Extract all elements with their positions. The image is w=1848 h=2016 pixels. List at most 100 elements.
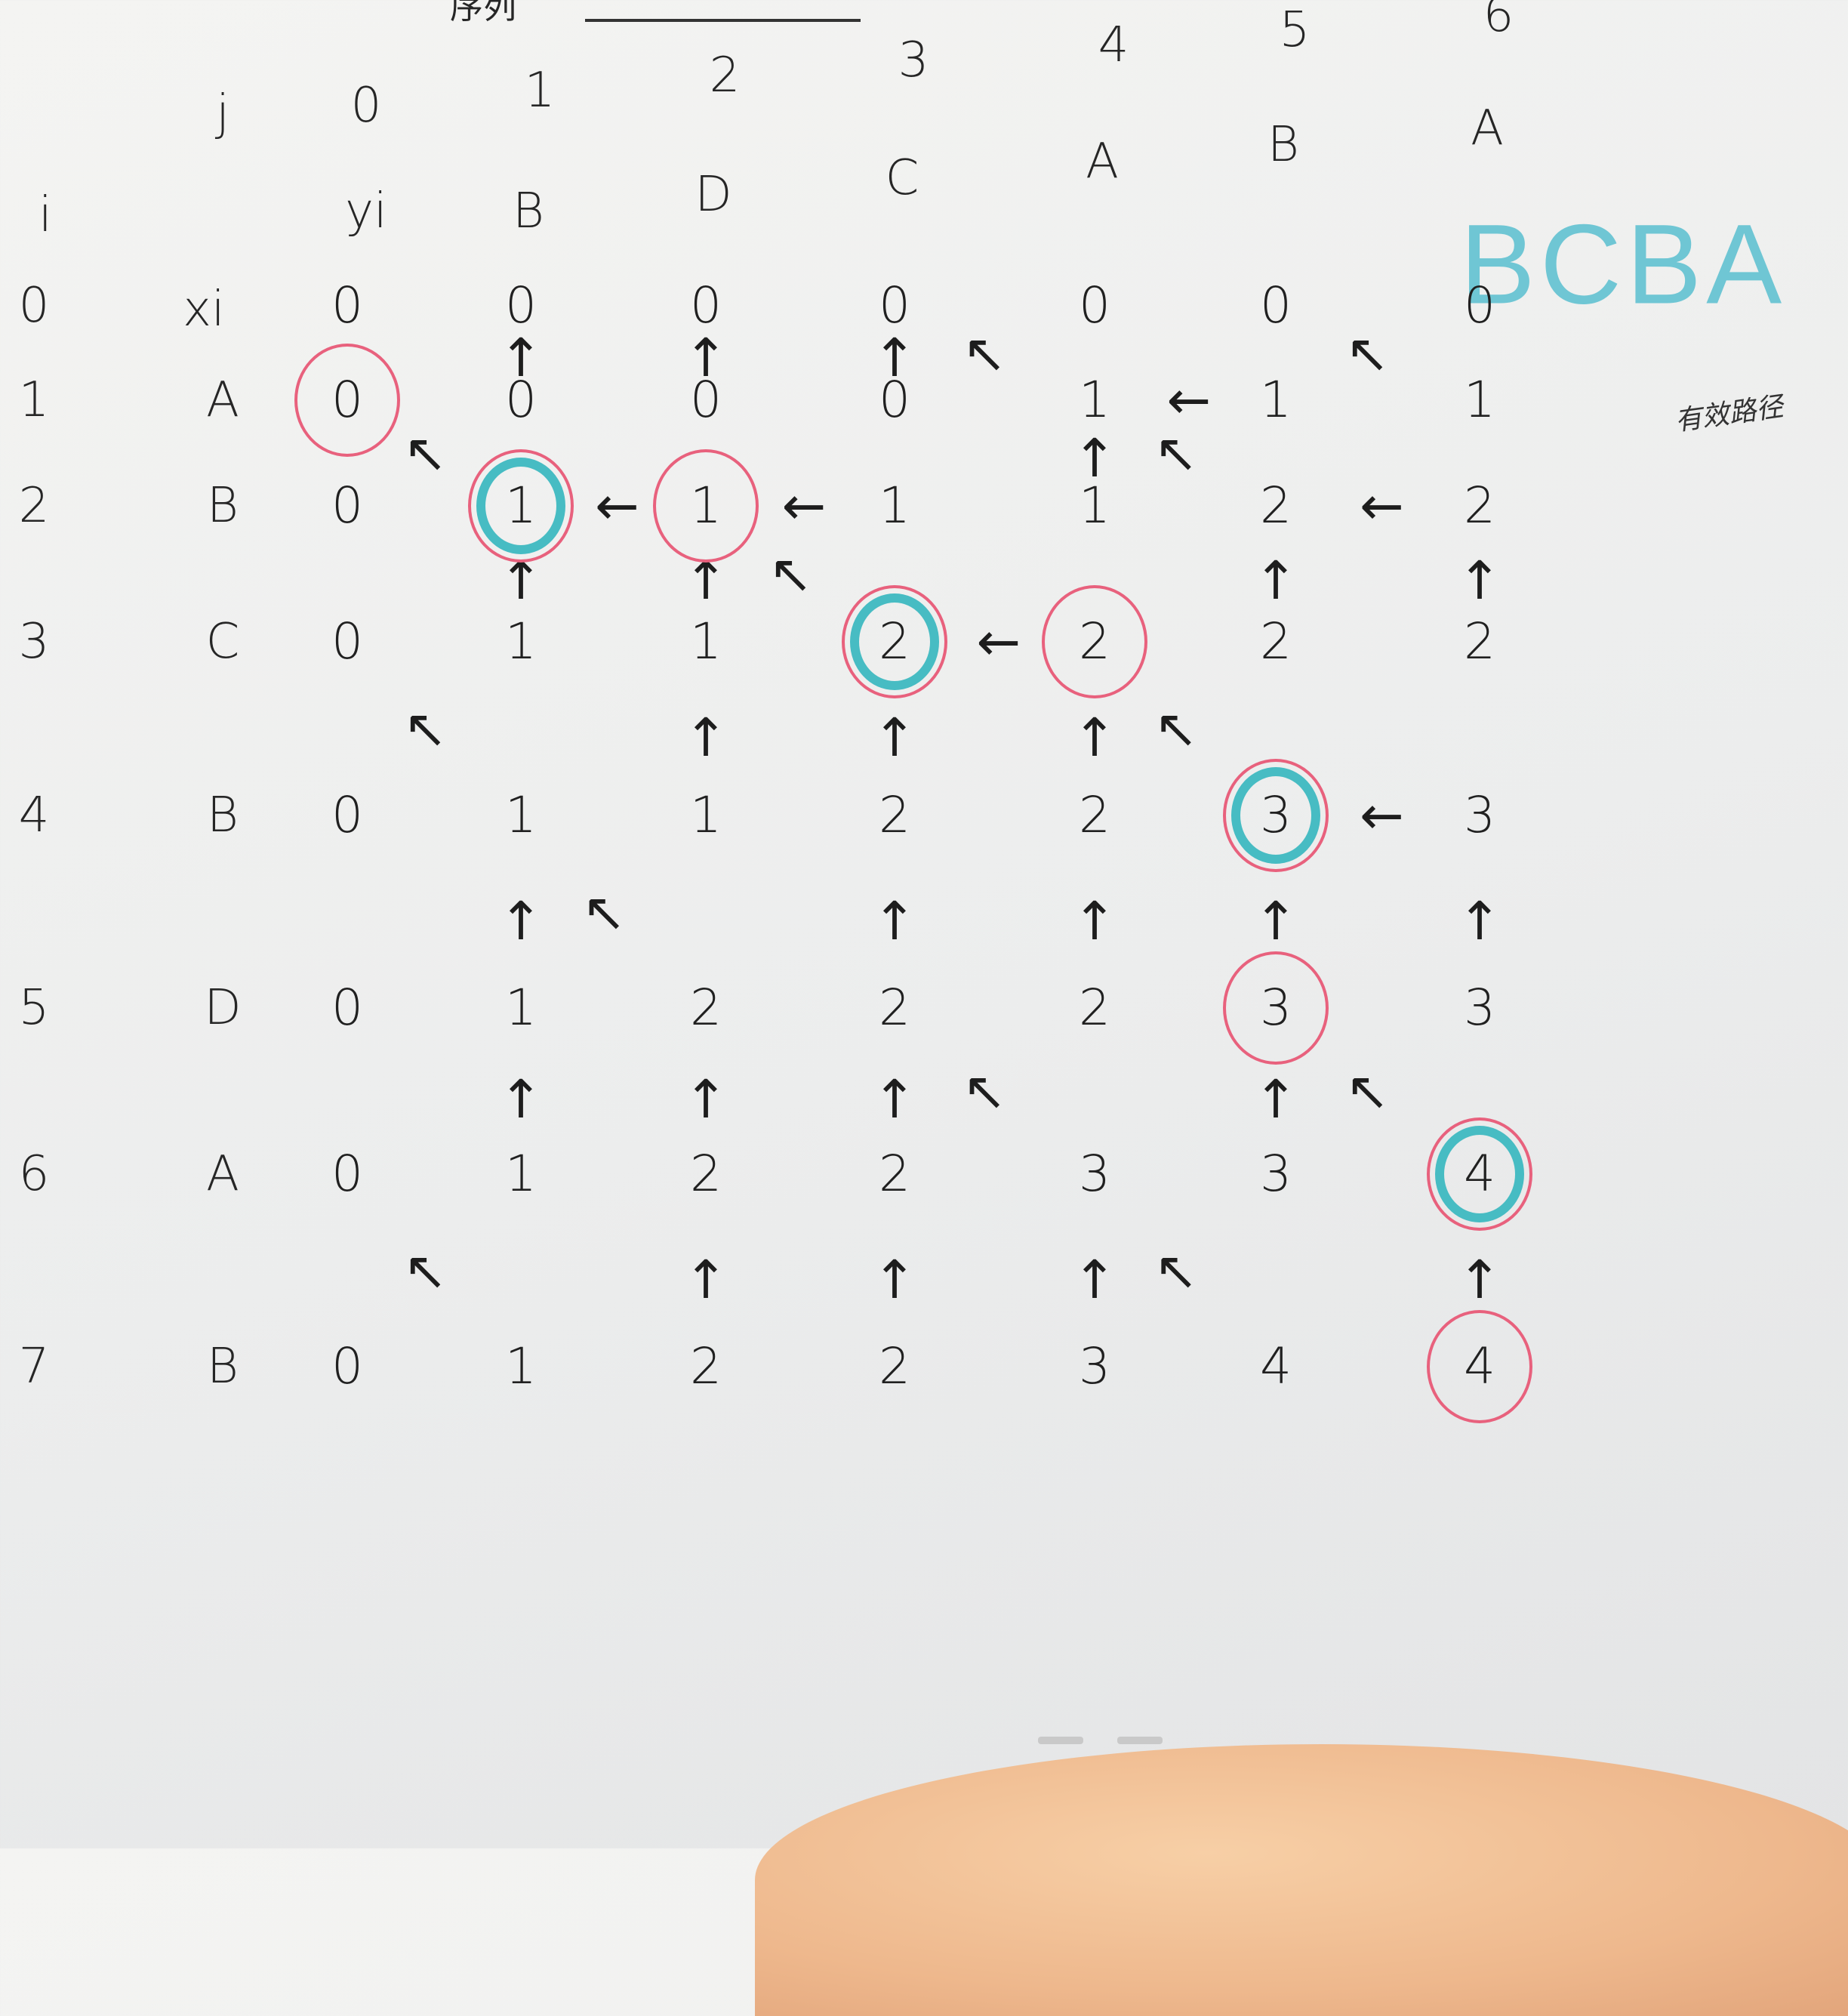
trace-arrow: ↑: [1072, 706, 1117, 769]
trace-arrow: ↑: [683, 550, 728, 612]
red-circle-mark: [294, 344, 400, 457]
dp-cell: 2: [1079, 979, 1110, 1037]
y-sequence-char: B: [513, 183, 544, 239]
dp-cell: 2: [1260, 612, 1292, 670]
top-rule-line: [585, 19, 861, 22]
dp-cell: 2: [879, 979, 910, 1037]
dp-cell: 2: [879, 1145, 910, 1203]
dp-cell: 0: [690, 276, 722, 334]
y-sequence-char: C: [885, 150, 919, 206]
teal-circle-mark: [850, 593, 939, 690]
dp-cell: 2: [879, 786, 910, 844]
trace-arrow: ↑: [683, 1068, 728, 1130]
col-index: 4: [1098, 17, 1129, 73]
trace-arrow: ↖: [1345, 1060, 1390, 1122]
dp-cell: 3: [1260, 1145, 1292, 1203]
x-sequence-char: B: [207, 1339, 239, 1395]
x-sequence-char: B: [207, 788, 239, 843]
col-index: 5: [1279, 2, 1311, 58]
trace-arrow: ↖: [403, 698, 448, 760]
trace-arrow: ↑: [1457, 550, 1502, 612]
trace-arrow: ↑: [872, 1068, 917, 1130]
trace-arrow: ↑: [498, 326, 544, 389]
trace-arrow: ↖: [1153, 698, 1199, 760]
dp-cell: 0: [1079, 276, 1110, 334]
trace-arrow: ↑: [1072, 890, 1117, 953]
trace-arrow: ↖: [962, 322, 1007, 384]
staple-mark: [1038, 1737, 1083, 1744]
staple-mark: [1117, 1737, 1163, 1744]
dp-cell: 3: [1079, 1145, 1110, 1203]
y-sequence-char: D: [695, 167, 732, 223]
row-index: 0: [18, 278, 50, 334]
trace-arrow: ↖: [768, 543, 813, 605]
dp-cell: 0: [331, 476, 363, 535]
row-index: 3: [18, 614, 50, 670]
trace-arrow: ↖: [1153, 1239, 1199, 1302]
red-circle-mark: [1042, 585, 1147, 698]
dp-cell: 0: [1260, 276, 1292, 334]
dp-cell: 0: [331, 1337, 363, 1395]
dp-cell: 2: [690, 1337, 722, 1395]
x-sequence-char: D: [204, 980, 242, 1036]
dp-cell: 0: [331, 1145, 363, 1203]
red-circle-mark: [1223, 951, 1329, 1065]
dp-cell: 0: [879, 371, 910, 429]
row-index: 1: [18, 372, 50, 428]
row-index: 5: [18, 980, 50, 1036]
trace-arrow: ↖: [1153, 422, 1199, 484]
trace-arrow: ←: [1360, 475, 1404, 537]
dp-cell: 2: [1079, 786, 1110, 844]
row-index: 7: [18, 1339, 50, 1395]
top-fragment: 序列: [450, 0, 516, 26]
dp-cell: 1: [505, 979, 537, 1037]
trace-arrow: ↖: [581, 880, 627, 943]
dp-cell: 1: [505, 612, 537, 670]
red-circle-mark: [842, 585, 947, 698]
dp-cell: 2: [690, 1145, 722, 1203]
dp-cell: 1: [1464, 371, 1495, 429]
x-sequence-char: B: [207, 478, 239, 534]
trace-arrow: ↖: [403, 422, 448, 484]
dp-cell: 2: [1260, 476, 1292, 535]
x-sequence-char: A: [206, 1146, 239, 1202]
trace-arrow: ↑: [498, 890, 544, 953]
red-circle-mark: [468, 449, 574, 563]
finger-tip: [755, 1744, 1848, 2016]
dp-cell: 3: [1464, 786, 1495, 844]
trace-arrow: ←: [1166, 369, 1212, 431]
teal-circle-mark: [1435, 1126, 1524, 1222]
trace-arrow: ←: [976, 611, 1021, 673]
col-index: 1: [524, 63, 556, 119]
trace-arrow: ↑: [683, 326, 728, 389]
margin-note: 有效路径: [1673, 391, 1785, 437]
trace-arrow: ↑: [1253, 550, 1298, 612]
col-index: 6: [1483, 0, 1514, 43]
trace-arrow: ↑: [872, 326, 917, 389]
teal-circle-mark: [476, 458, 565, 554]
col-index: 3: [898, 32, 929, 88]
dp-cell: 3: [1079, 1337, 1110, 1395]
trace-arrow: ↑: [1457, 890, 1502, 953]
dp-cell: 0: [879, 276, 910, 334]
trace-arrow: ↖: [403, 1239, 448, 1302]
dp-cell: 0: [331, 786, 363, 844]
trace-arrow: ↖: [962, 1060, 1007, 1122]
j-label: j: [216, 85, 229, 141]
i-label: i: [38, 187, 52, 243]
red-circle-mark: [1427, 1310, 1532, 1423]
dp-cell: 2: [690, 979, 722, 1037]
yi-label: yi: [345, 183, 387, 239]
trace-arrow: ↑: [872, 706, 917, 769]
y-sequence-char: A: [1471, 100, 1504, 156]
dp-cell: 2: [1464, 612, 1495, 670]
dp-cell: 1: [505, 1337, 537, 1395]
trace-arrow: ↑: [498, 550, 544, 612]
trace-arrow: ←: [595, 475, 639, 537]
col-index: 0: [350, 78, 382, 134]
dp-cell: 0: [690, 371, 722, 429]
teal-circle-mark: [1231, 767, 1320, 864]
trace-arrow: ↑: [1072, 1249, 1117, 1312]
dp-cell: 2: [1464, 476, 1495, 535]
